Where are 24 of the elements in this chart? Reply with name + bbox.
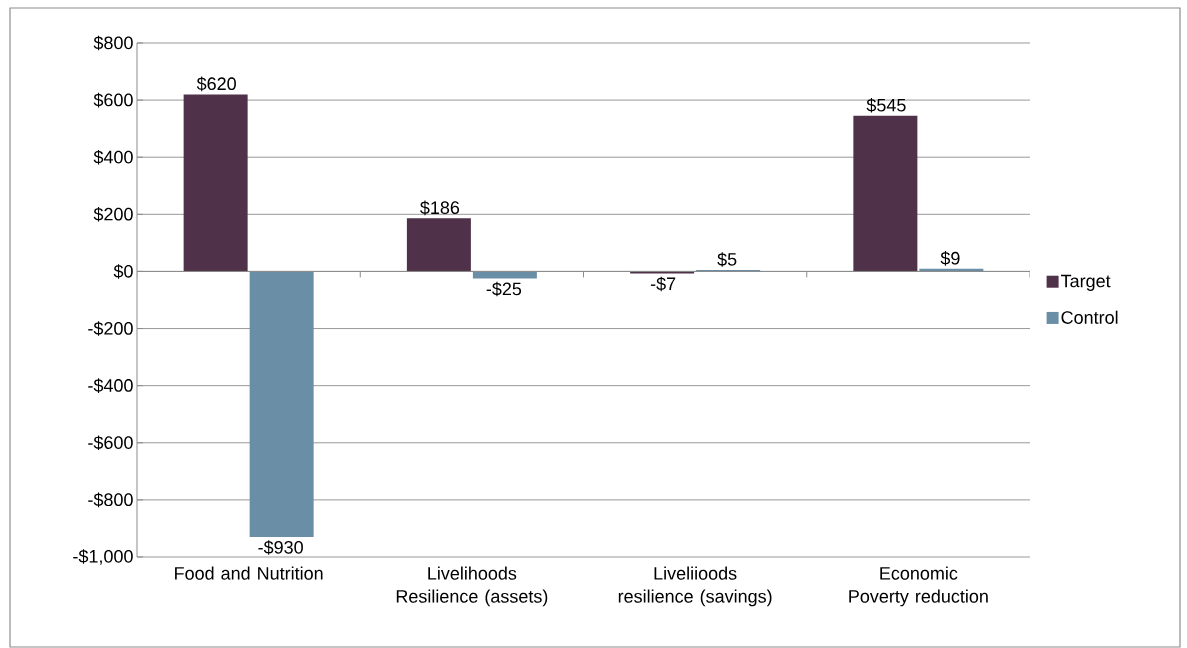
legend-label: Target — [1061, 274, 1111, 291]
x-tick-label: Food and Nutrition — [175, 566, 323, 580]
data-label: $620 — [196, 76, 236, 92]
data-label: -$7 — [650, 276, 676, 292]
data-label: -$930 — [258, 540, 303, 555]
x-tick-label: Liveliioods resilience (savings) — [618, 566, 772, 607]
y-tick-label: $600 — [93, 92, 133, 108]
y-tick-label: -$600 — [88, 435, 133, 451]
data-label: -$25 — [486, 281, 522, 297]
legend-label: Control — [1061, 310, 1118, 324]
y-tick-label: $400 — [93, 149, 133, 165]
data-label: $5 — [717, 252, 737, 267]
y-tick-label: $0 — [113, 264, 133, 279]
y-tick-label: -$800 — [88, 492, 133, 508]
data-label: $545 — [866, 98, 906, 113]
y-tick-label: -$1,000 — [73, 549, 133, 565]
y-tick-label: $800 — [93, 35, 133, 51]
data-label: $9 — [940, 251, 960, 266]
y-tick-label: $200 — [93, 207, 133, 222]
data-label: $186 — [420, 200, 460, 216]
y-tick-label: -$400 — [88, 378, 133, 393]
x-tick-label: Livelihoods Resilience (assets) — [396, 566, 548, 607]
x-tick-label: Economic Poverty reduction — [849, 566, 988, 607]
y-tick-label: -$200 — [88, 321, 133, 336]
